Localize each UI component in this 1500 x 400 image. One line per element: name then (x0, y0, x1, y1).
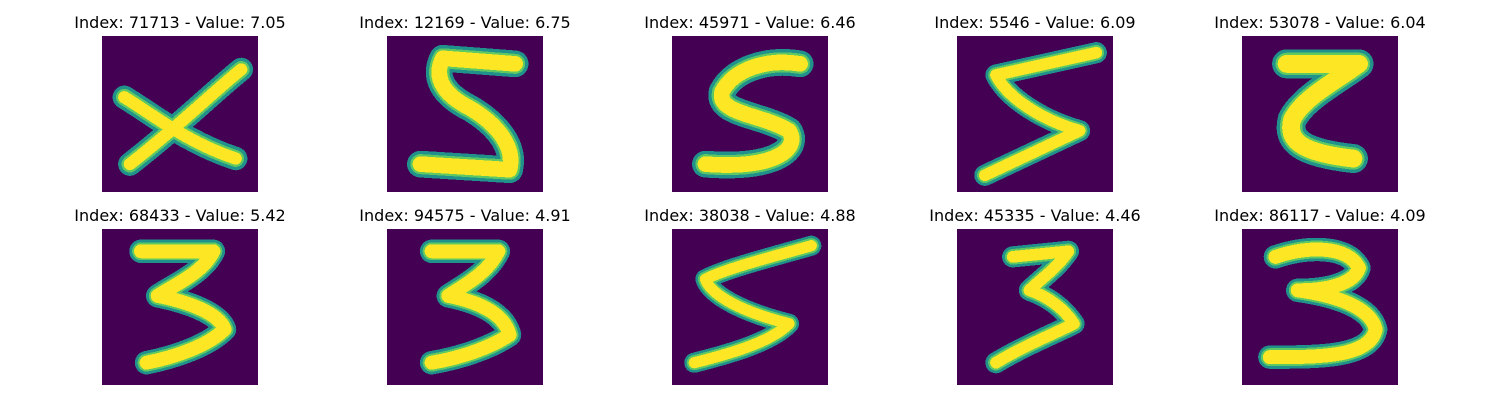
digit-image-8 (672, 229, 828, 385)
image-panel-7: Index: 94575 - Value: 4.91 (335, 205, 595, 385)
digit-image-1 (102, 36, 258, 192)
image-panel-10: Index: 86117 - Value: 4.09 (1190, 205, 1450, 385)
panel-title-7: Index: 94575 - Value: 4.91 (359, 206, 571, 225)
panel-title-10: Index: 86117 - Value: 4.09 (1214, 206, 1426, 225)
panel-title-5: Index: 53078 - Value: 6.04 (1214, 13, 1426, 32)
digit-image-6 (102, 229, 258, 385)
panel-title-8: Index: 38038 - Value: 4.88 (644, 206, 856, 225)
image-panel-3: Index: 45971 - Value: 6.46 (620, 12, 880, 192)
digit-image-10 (1242, 229, 1398, 385)
image-panel-5: Index: 53078 - Value: 6.04 (1190, 12, 1450, 192)
digit-image-9 (957, 229, 1113, 385)
panel-title-4: Index: 5546 - Value: 6.09 (934, 13, 1136, 32)
image-panel-9: Index: 45335 - Value: 4.46 (905, 205, 1165, 385)
panel-title-1: Index: 71713 - Value: 7.05 (74, 13, 286, 32)
image-panel-8: Index: 38038 - Value: 4.88 (620, 205, 880, 385)
panel-title-9: Index: 45335 - Value: 4.46 (929, 206, 1141, 225)
panel-title-3: Index: 45971 - Value: 6.46 (644, 13, 856, 32)
image-panel-4: Index: 5546 - Value: 6.09 (905, 12, 1165, 192)
panel-title-2: Index: 12169 - Value: 6.75 (359, 13, 571, 32)
image-panel-6: Index: 68433 - Value: 5.42 (50, 205, 310, 385)
digit-image-5 (1242, 36, 1398, 192)
image-panel-2: Index: 12169 - Value: 6.75 (335, 12, 595, 192)
digit-image-2 (387, 36, 543, 192)
panel-title-6: Index: 68433 - Value: 5.42 (74, 206, 286, 225)
digit-image-4 (957, 36, 1113, 192)
image-panel-1: Index: 71713 - Value: 7.05 (50, 12, 310, 192)
digit-image-7 (387, 229, 543, 385)
digit-image-3 (672, 36, 828, 192)
